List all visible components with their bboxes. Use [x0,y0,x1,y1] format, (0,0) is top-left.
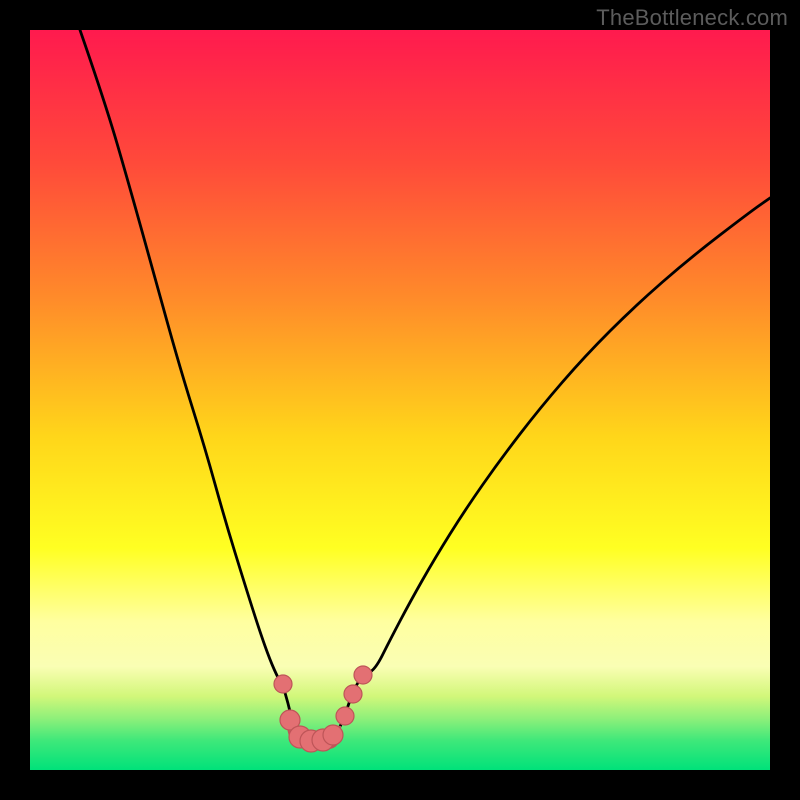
data-dot [354,666,372,684]
chart-overlay [30,30,770,770]
plot-area [30,30,770,770]
bottleneck-curve [80,30,770,742]
data-dot [323,725,343,745]
watermark-text: TheBottleneck.com [596,5,788,31]
data-dot [274,675,292,693]
data-dot [336,707,354,725]
data-dot [344,685,362,703]
